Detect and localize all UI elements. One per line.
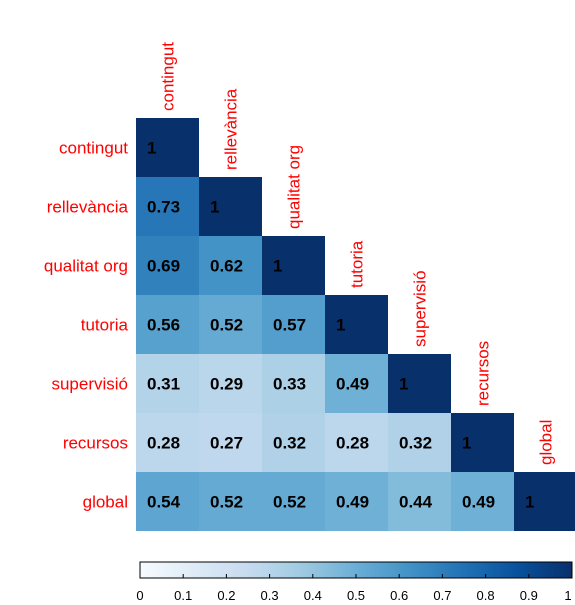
heatmap-cell-value: 0.32 (399, 434, 432, 453)
colorbar-tick-label: 1 (564, 588, 571, 603)
heatmap-cell-value: 1 (273, 257, 282, 276)
colorbar-tick-label: 0.2 (217, 588, 235, 603)
heatmap-cell (325, 354, 388, 413)
heatmap-cell-value: 0.73 (147, 198, 180, 217)
heatmap-cell (136, 118, 199, 177)
colorbar-tick-label: 0.5 (347, 588, 365, 603)
heatmap-cell-value: 0.54 (147, 493, 181, 512)
row-label: supervisió (51, 375, 128, 394)
heatmap-cell-value: 1 (462, 434, 471, 453)
row-label: tutoria (81, 316, 129, 335)
heatmap-cell (199, 295, 262, 354)
column-label: global (537, 420, 556, 465)
heatmap-cell-value: 1 (210, 198, 219, 217)
heatmap-cell (136, 413, 199, 472)
column-label: recursos (474, 341, 493, 406)
heatmap-cell-value: 0.33 (273, 375, 306, 394)
heatmap-cell-value: 0.27 (210, 434, 243, 453)
heatmap-cell (325, 413, 388, 472)
row-label: global (83, 493, 128, 512)
heatmap-cell-value: 0.32 (273, 434, 306, 453)
heatmap-cell (262, 236, 325, 295)
colorbar-tick-label: 0.3 (261, 588, 279, 603)
colorbar-tick-label: 0.1 (174, 588, 192, 603)
heatmap-cell (136, 177, 199, 236)
row-label: qualitat org (44, 257, 128, 276)
heatmap-cell-value: 0.49 (462, 493, 495, 512)
colorbar-tick-label: 0.7 (433, 588, 451, 603)
column-labels: contingut rellevància qualitat org tutoria s… (159, 42, 556, 465)
heatmap-cell (199, 413, 262, 472)
heatmap-cell (325, 472, 388, 531)
heatmap-cell (136, 472, 199, 531)
heatmap-cell-value: 1 (147, 139, 156, 158)
heatmap-cell (388, 413, 451, 472)
column-label: tutoria (348, 240, 367, 288)
column-label: supervisió (411, 270, 430, 347)
heatmap-cell (388, 472, 451, 531)
heatmap-cell (262, 295, 325, 354)
heatmap-cell-value: 0.52 (273, 493, 306, 512)
heatmap-cell-value: 0.31 (147, 375, 180, 394)
heatmap-cell (136, 354, 199, 413)
column-label: qualitat org (285, 145, 304, 229)
heatmap-cell-value: 0.28 (336, 434, 369, 453)
heatmap-cell (388, 354, 451, 413)
heatmap-cell-value: 0.57 (273, 316, 306, 335)
heatmap-cell (262, 413, 325, 472)
colorbar-tick-label: 0.9 (520, 588, 538, 603)
heatmap-cell-value: 0.62 (210, 257, 243, 276)
heatmap-cell (325, 295, 388, 354)
heatmap-cell-value: 0.49 (336, 493, 369, 512)
row-labels: contingut rellevància qualitat org tutoria s… (44, 139, 129, 512)
heatmap-cell (199, 236, 262, 295)
heatmap-cell-value: 0.44 (399, 493, 433, 512)
colorbar-tick-label: 0.8 (477, 588, 495, 603)
heatmap-cell (199, 177, 262, 236)
heatmap-cell-value: 1 (336, 316, 345, 335)
heatmap-cell-value: 0.69 (147, 257, 180, 276)
heatmap-cell (262, 472, 325, 531)
heatmap-cells (136, 118, 575, 531)
column-label: rellevància (222, 88, 241, 170)
row-label: recursos (63, 434, 128, 453)
heatmap-cell (514, 472, 575, 531)
row-label: rellevància (47, 198, 129, 217)
heatmap-cell-value: 0.52 (210, 493, 243, 512)
heatmap-cell-value: 0.52 (210, 316, 243, 335)
heatmap-cell (451, 472, 514, 531)
heatmap-cell (451, 413, 514, 472)
colorbar-tick-label: 0 (136, 588, 143, 603)
column-label: contingut (159, 42, 178, 111)
colorbar-tick-labels: 0 0.1 0.2 0.3 0.4 0.5 0.6 0.7 0.8 0.9 1 (136, 574, 573, 603)
heatmap-cell (199, 472, 262, 531)
heatmap-cell (262, 354, 325, 413)
heatmap-cell (199, 354, 262, 413)
heatmap-cell-value: 0.49 (336, 375, 369, 394)
heatmap-cell-value: 1 (399, 375, 408, 394)
heatmap-cell-value: 0.29 (210, 375, 243, 394)
heatmap-cell (136, 295, 199, 354)
row-label: contingut (59, 139, 128, 158)
heatmap-cell (136, 236, 199, 295)
heatmap-cell-labels: 1 0.73 1 0.69 0.62 1 0.56 0.52 0.57 1 0.31 0.29 0.33… (147, 139, 534, 512)
heatmap-cell-value: 0.28 (147, 434, 180, 453)
colorbar-tick-label: 0.4 (304, 588, 322, 603)
heatmap-cell-value: 0.56 (147, 316, 180, 335)
heatmap-cell-value: 1 (525, 493, 534, 512)
colorbar-tick-label: 0.6 (390, 588, 408, 603)
